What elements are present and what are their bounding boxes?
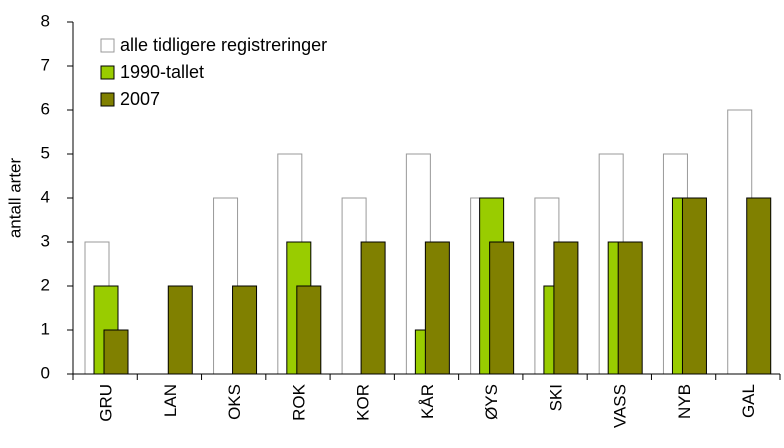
bar	[103, 329, 129, 375]
y-tick-label: 4	[41, 187, 50, 206]
legend-label: 1990-tallet	[120, 62, 204, 82]
y-tick-label: 0	[41, 363, 50, 382]
bar	[489, 241, 515, 375]
x-tick-label: KÅR	[418, 384, 437, 419]
x-tick-label: VASS	[611, 384, 630, 428]
bar	[232, 285, 258, 375]
bar	[424, 241, 450, 375]
bar	[296, 285, 322, 375]
y-tick-label: 6	[41, 99, 50, 118]
legend-swatch	[100, 38, 115, 53]
x-tick-label: OKS	[225, 384, 244, 420]
bar	[617, 241, 643, 375]
bar	[746, 197, 772, 375]
y-tick-label: 8	[41, 11, 50, 30]
x-tick-label: SKI	[546, 384, 565, 411]
y-axis-label: antall arter	[5, 158, 24, 239]
y-tick-label: 7	[41, 55, 50, 74]
y-tick-label: 2	[41, 275, 50, 294]
x-tick-label: ROK	[289, 383, 308, 421]
legend-swatch	[100, 65, 115, 80]
x-tick-label: LAN	[161, 384, 180, 417]
y-tick-label: 3	[41, 231, 50, 250]
bar	[167, 285, 193, 375]
y-tick-label: 1	[41, 319, 50, 338]
y-tick-label: 5	[41, 143, 50, 162]
legend-swatch	[100, 92, 115, 107]
bar	[360, 241, 386, 375]
x-tick-label: GAL	[739, 384, 758, 418]
bar	[681, 197, 707, 375]
legend-label: 2007	[120, 89, 160, 109]
x-tick-label: GRU	[96, 384, 115, 422]
bar	[553, 241, 579, 375]
legend-label: alle tidligere registreringer	[120, 35, 327, 55]
x-tick-label: NYB	[675, 384, 694, 419]
x-tick-label: ØYS	[482, 384, 501, 420]
x-tick-label: KOR	[354, 384, 373, 421]
